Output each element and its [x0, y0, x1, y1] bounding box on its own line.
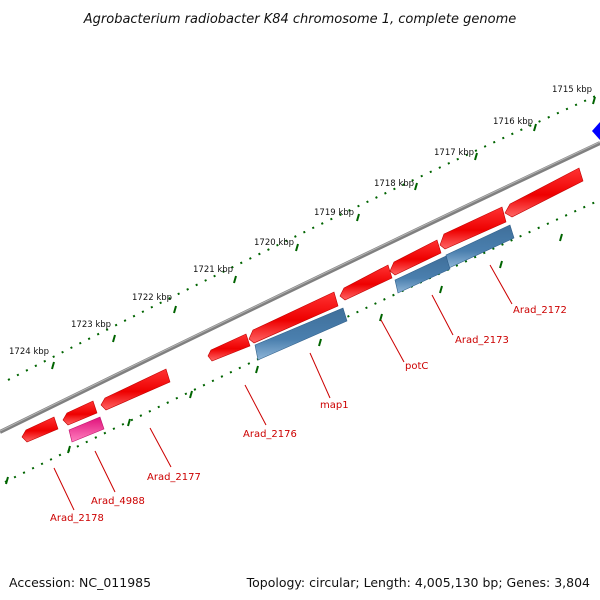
kbp-label: 1721 kbp: [193, 265, 233, 275]
gene-arrow-arad-4988[interactable]: [68, 416, 105, 443]
gene-arrow-map1-rev[interactable]: [254, 307, 348, 361]
gene-arrow-arad-2172[interactable]: [504, 167, 584, 218]
kbp-label: 1717 kbp: [434, 148, 474, 158]
kbp-tick: [533, 123, 537, 132]
map-title: Agrobacterium radiobacter K84 chromosome…: [83, 12, 516, 27]
kbp-tick: [233, 275, 237, 284]
kbp-label: 1715 kbp: [552, 85, 592, 95]
inner-tick: [67, 445, 71, 454]
leader-line: [380, 319, 405, 363]
kbp-major-ticks: [51, 96, 596, 370]
kbp-tick: [474, 152, 478, 161]
leader-line: [244, 384, 267, 426]
gene-arrow-arad-2173-rev[interactable]: [394, 255, 451, 294]
kbp-tick: [356, 213, 360, 222]
gene-label-arad-2172[interactable]: Arad_2172: [513, 305, 567, 316]
kbp-tick: [592, 96, 596, 105]
kbp-label: 1724 kbp: [9, 347, 49, 357]
kbp-tick: [112, 334, 116, 343]
label-leader-lines: [53, 264, 513, 511]
gene-label-arad-2176[interactable]: Arad_2176: [243, 429, 297, 440]
accession-text: Accession: NC_011985: [9, 575, 151, 590]
inner-tick: [379, 313, 383, 322]
leader-line: [94, 450, 116, 493]
kbp-tick: [414, 182, 418, 191]
gene-arrow-arad-2177[interactable]: [100, 368, 171, 411]
kbp-tick: [173, 305, 177, 314]
gene-label-arad-2177[interactable]: Arad_2177: [147, 472, 201, 483]
kbp-label: 1722 kbp: [132, 293, 172, 303]
inner-tick: [255, 365, 259, 374]
kbp-tick: [295, 243, 299, 252]
gene-arrow-arad-2173-fwd[interactable]: [439, 206, 507, 250]
gene-arrow-arad-4988-fwd[interactable]: [62, 400, 98, 426]
kbp-label: 1723 kbp: [71, 320, 111, 330]
inner-tick: [439, 285, 443, 294]
gene-label-map1[interactable]: map1: [320, 400, 349, 411]
gene-arrow-arad-2176-small[interactable]: [207, 333, 251, 362]
kbp-label: 1719 kbp: [314, 208, 354, 218]
gene-label-arad-2173[interactable]: Arad_2173: [455, 335, 509, 346]
gene-arrow-arad-2176-fwd[interactable]: [248, 291, 339, 344]
reverse-strand-genes: [254, 224, 515, 361]
inner-tick: [559, 233, 563, 242]
gene-arrow-potc-fwd[interactable]: [389, 239, 442, 276]
forward-strand-genes: [21, 167, 584, 443]
inner-tick: [318, 338, 322, 347]
genome-backbone-highlight: [0, 141, 600, 432]
kbp-ruler-arc: [7, 94, 599, 381]
kbp-tick: [51, 361, 55, 370]
kbp-label: 1720 kbp: [254, 238, 294, 248]
leader-line: [431, 294, 454, 336]
genome-backbone: [0, 141, 600, 434]
gene-arrow-arad-2178[interactable]: [21, 416, 59, 443]
inner-ruler-ticks: [5, 233, 563, 485]
leader-line: [489, 264, 513, 305]
inner-tick: [127, 418, 131, 427]
blue-feature[interactable]: [592, 122, 600, 140]
gene-arrow-map1-fwd[interactable]: [339, 264, 393, 301]
inner-tick: [5, 476, 9, 485]
gene-label-potc[interactable]: potC: [405, 361, 428, 372]
inner-ruler-arc: [4, 199, 600, 483]
kbp-label: 1716 kbp: [493, 117, 533, 127]
inner-tick: [499, 260, 503, 269]
gene-label-arad-4988[interactable]: Arad_4988: [91, 496, 145, 507]
leader-line: [309, 352, 331, 399]
inner-tick: [189, 390, 193, 399]
gene-label-arad-2178[interactable]: Arad_2178: [50, 513, 104, 524]
kbp-label: 1718 kbp: [374, 179, 414, 189]
genome-summary-text: Topology: circular; Length: 4,005,130 bp…: [246, 575, 590, 590]
leader-line: [149, 427, 172, 468]
leader-line: [53, 467, 75, 511]
